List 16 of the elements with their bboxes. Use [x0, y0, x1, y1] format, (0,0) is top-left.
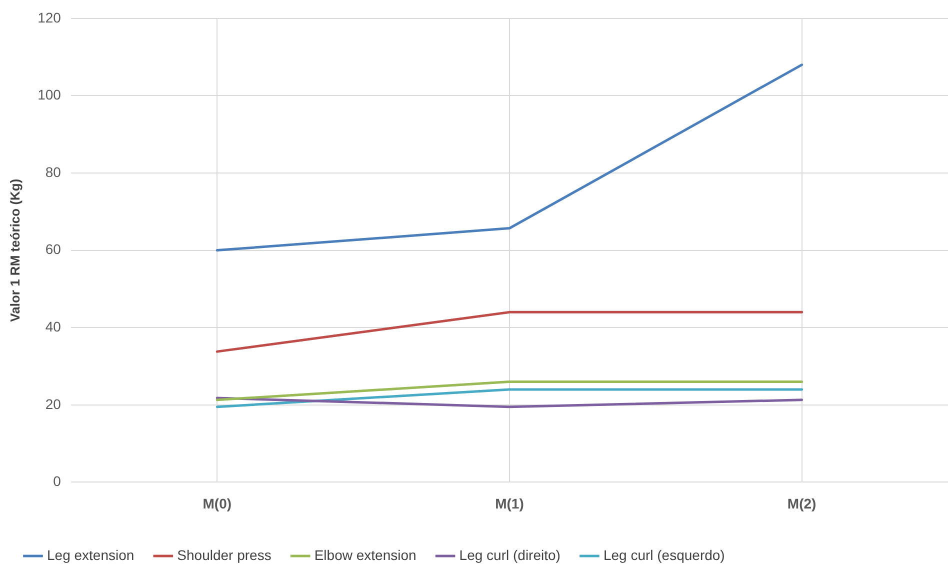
- legend-label: Leg extension: [47, 546, 134, 563]
- legend-label: Shoulder press: [177, 546, 272, 563]
- x-tick-label: M(1): [495, 495, 524, 512]
- x-tick-label: M(2): [787, 495, 816, 512]
- x-tick-label: M(0): [202, 495, 232, 512]
- y-tick-label: 40: [45, 318, 62, 334]
- y-tick-label: 0: [53, 473, 62, 490]
- legend-label: Elbow extension: [314, 546, 416, 563]
- y-tick-label: 80: [45, 164, 62, 180]
- legend-label: Leg curl (direito): [459, 546, 560, 563]
- y-tick-label: 20: [45, 396, 62, 412]
- y-axis-title: Valor 1 RM teórico (Kg): [7, 178, 22, 322]
- y-tick-label: 60: [45, 241, 62, 258]
- y-tick-label: 100: [38, 86, 62, 103]
- legend-label: Leg curl (esquerdo): [603, 546, 725, 563]
- y-tick-label: 120: [38, 9, 62, 26]
